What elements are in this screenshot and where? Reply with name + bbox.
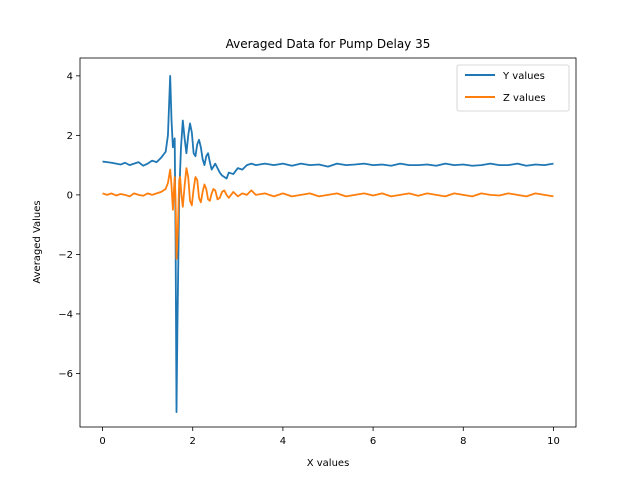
y-axis-label: Averaged Values xyxy=(32,200,43,283)
x-tick-label: 0 xyxy=(99,436,105,447)
y-tick-label: 0 xyxy=(67,190,73,201)
ticks-layer: 0 2 4 6 8 10 −6 −4 −2 0 2 4 xyxy=(58,71,560,447)
x-tick-label: 10 xyxy=(547,436,560,447)
x-tick-label: 6 xyxy=(370,436,376,447)
legend-label-y-values: Y values xyxy=(502,71,545,82)
x-axis-label: X values xyxy=(307,458,350,469)
legend-label-z-values: Z values xyxy=(503,93,546,104)
series-line-z-values xyxy=(102,167,554,260)
series-layer xyxy=(102,74,554,414)
y-tick-label: −4 xyxy=(58,309,73,320)
y-tick-label: −6 xyxy=(58,369,73,380)
plot-frame xyxy=(79,57,577,428)
chart-title: Averaged Data for Pump Delay 35 xyxy=(226,37,431,51)
y-tick-label: −2 xyxy=(58,250,73,261)
legend: Y values Z values xyxy=(456,64,570,112)
x-tick-label: 4 xyxy=(280,436,286,447)
x-tick-label: 2 xyxy=(190,436,196,447)
x-tick-label: 8 xyxy=(460,436,466,447)
y-tick-label: 4 xyxy=(67,71,73,82)
legend-box xyxy=(456,64,570,112)
y-tick-label: 2 xyxy=(67,131,73,142)
series-line-y-values xyxy=(102,74,554,414)
